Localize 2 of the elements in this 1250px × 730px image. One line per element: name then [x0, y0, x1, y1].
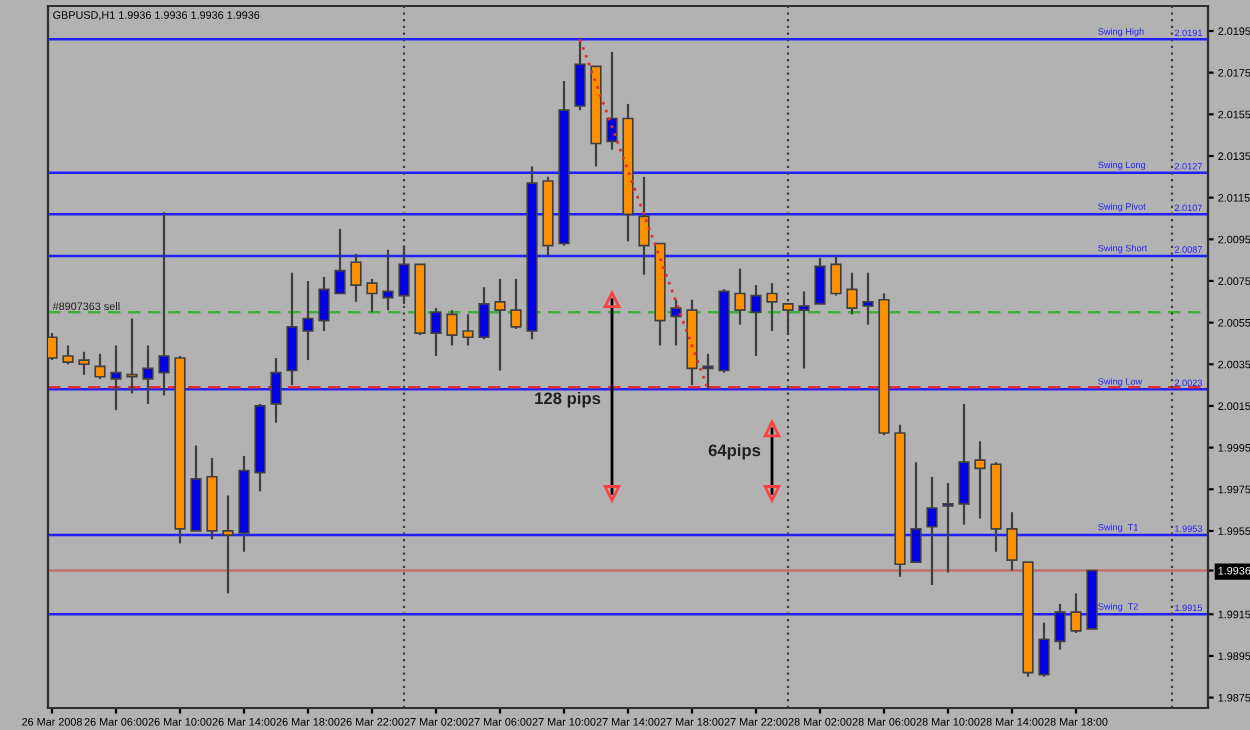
annotation: 64pips — [708, 444, 761, 460]
annotation: 128 pips — [535, 391, 601, 408]
